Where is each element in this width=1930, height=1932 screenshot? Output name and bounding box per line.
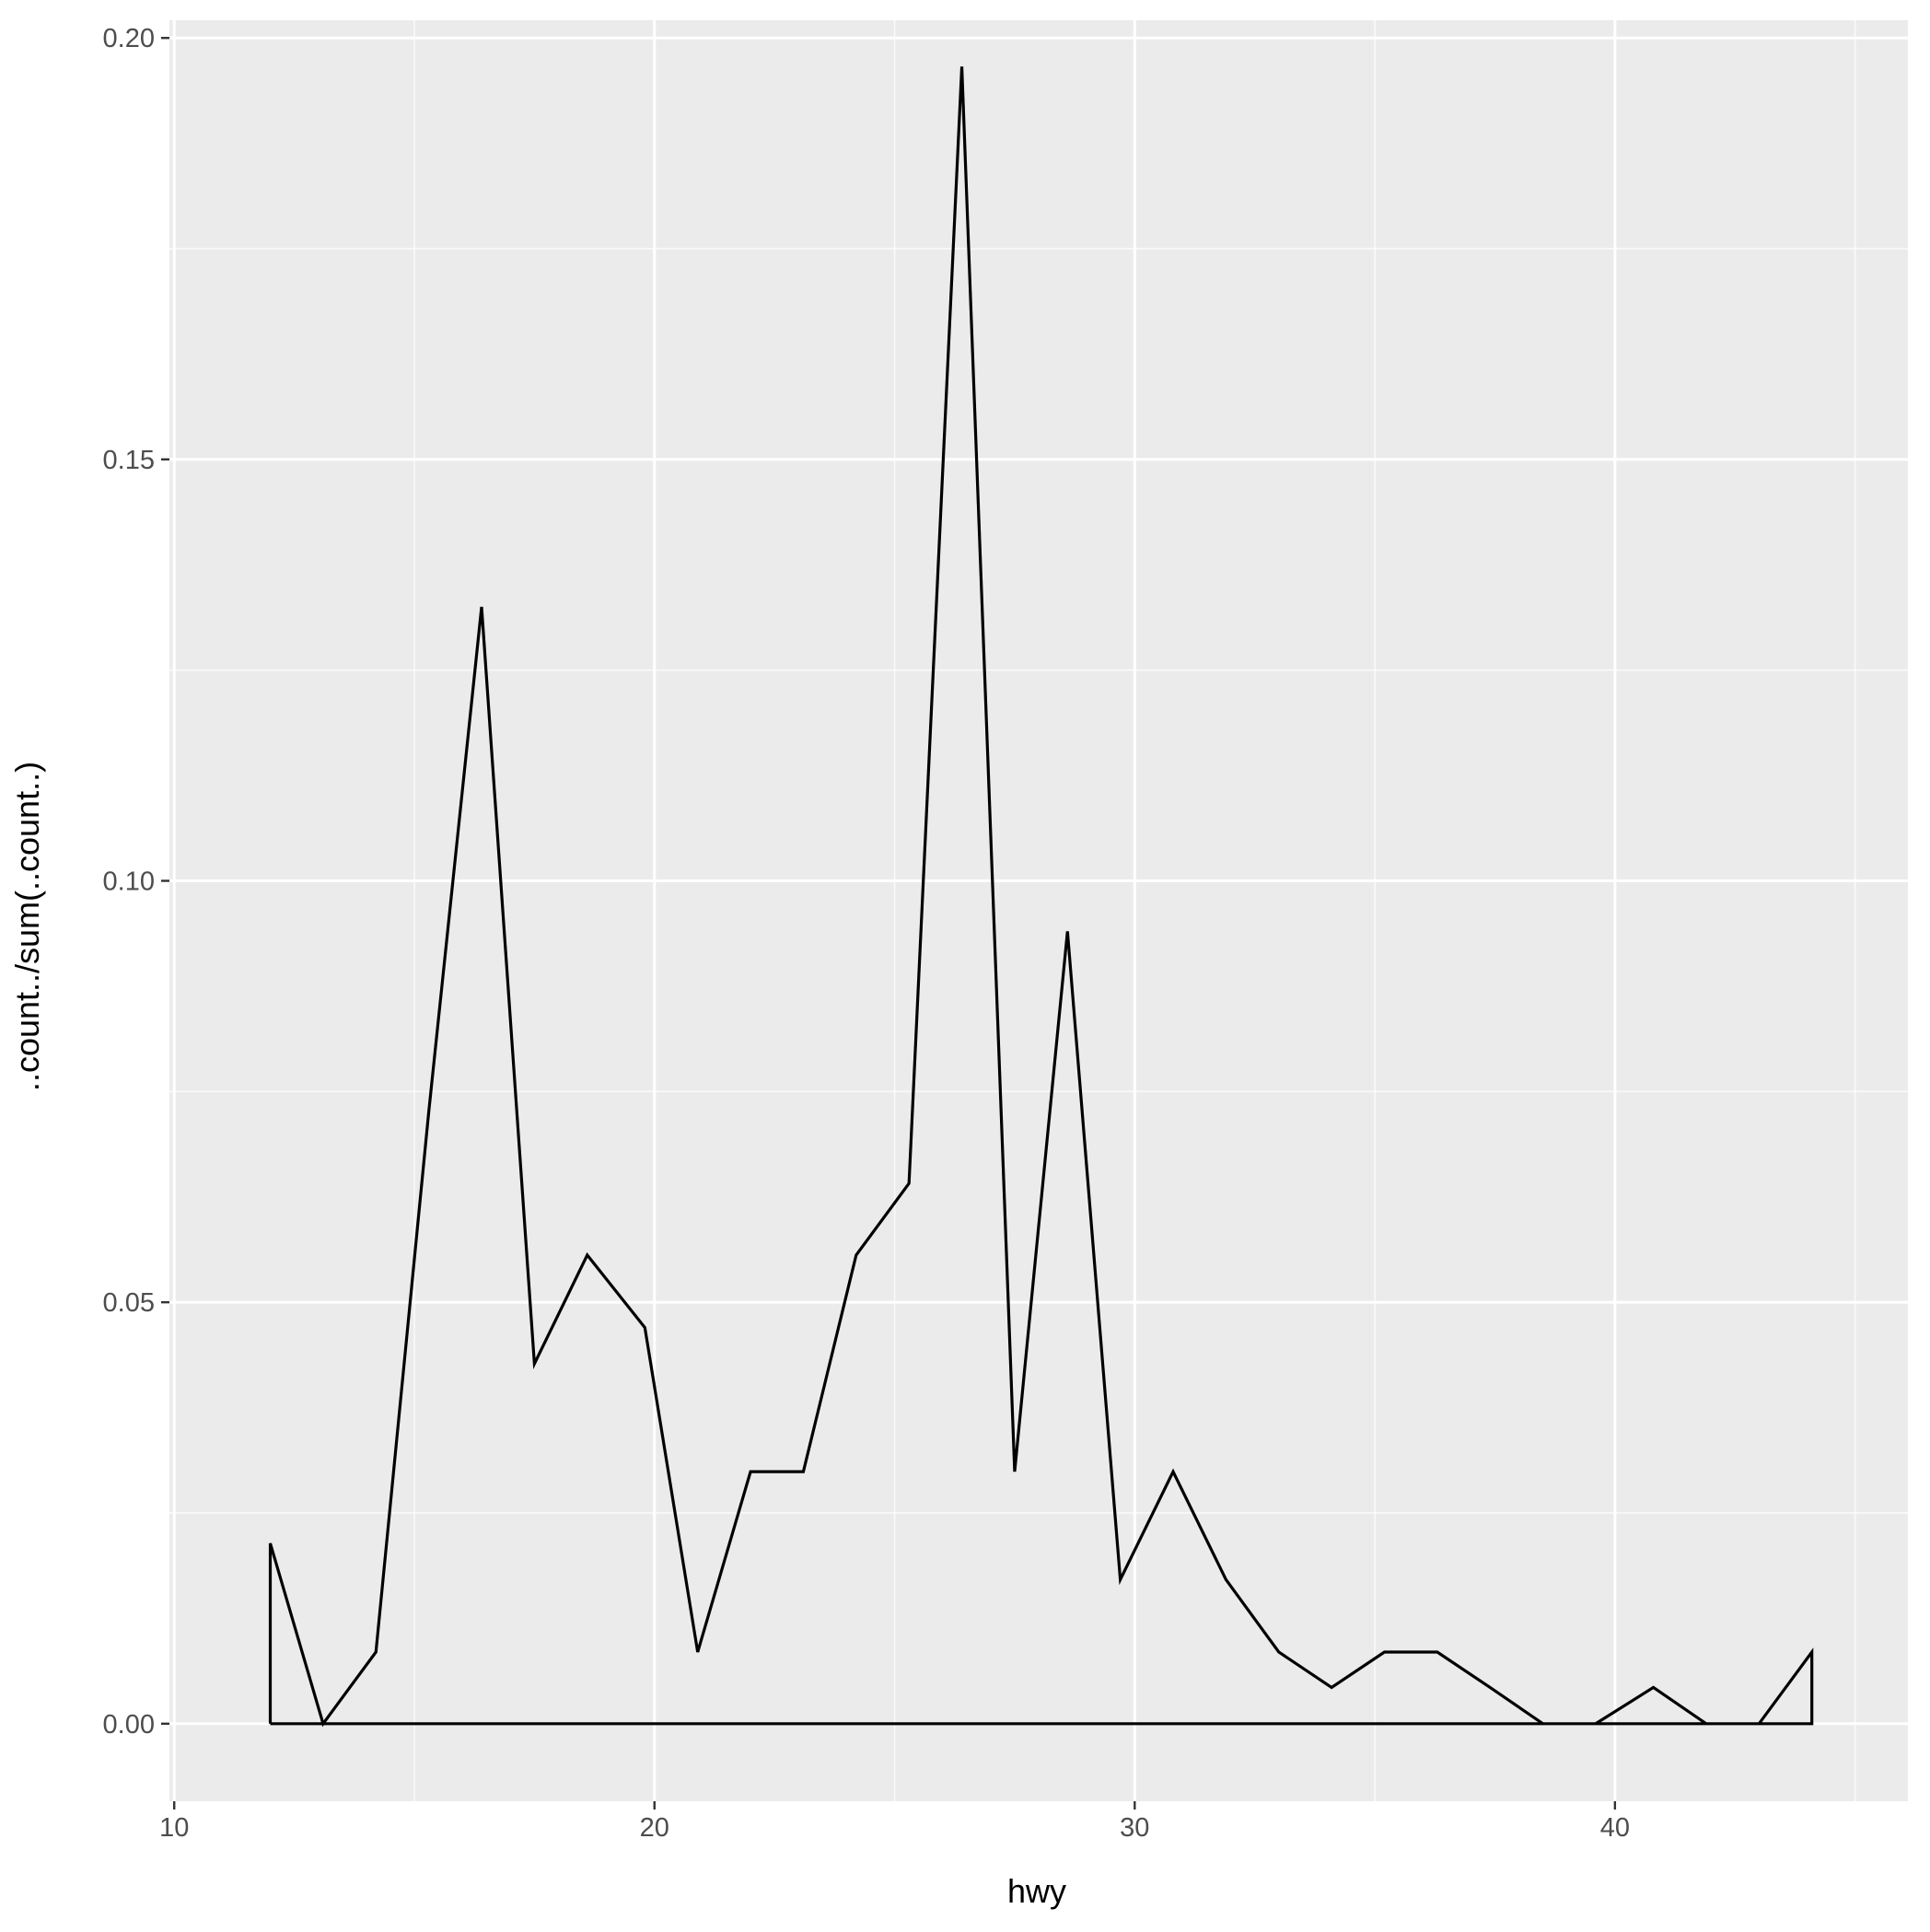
plot-panel xyxy=(169,20,1908,1801)
y-tick-label: 0.10 xyxy=(103,867,155,897)
x-tick-label: 30 xyxy=(1120,1813,1149,1843)
x-tick-label: 20 xyxy=(640,1813,669,1843)
y-tick-label: 0.00 xyxy=(103,1710,155,1740)
x-tick-labels: 10 20 30 40 xyxy=(159,1813,1630,1843)
x-axis-title: hwy xyxy=(1007,1872,1066,1910)
y-tick-label: 0.15 xyxy=(103,446,155,475)
series-line-0 xyxy=(268,66,1814,1728)
axis-ticks xyxy=(161,37,1617,1810)
x-tick-label: 10 xyxy=(159,1813,189,1843)
x-tick-label: 40 xyxy=(1600,1813,1630,1843)
y-tick-labels: 0.00 0.05 0.10 0.15 0.20 xyxy=(103,24,155,1740)
series-layer xyxy=(268,66,1814,1728)
y-axis-title: ..count../sum(..count..) xyxy=(8,762,46,1091)
y-tick-label: 0.20 xyxy=(103,24,155,53)
y-tick-label: 0.05 xyxy=(103,1288,155,1318)
minor-gridlines xyxy=(169,20,1908,1801)
